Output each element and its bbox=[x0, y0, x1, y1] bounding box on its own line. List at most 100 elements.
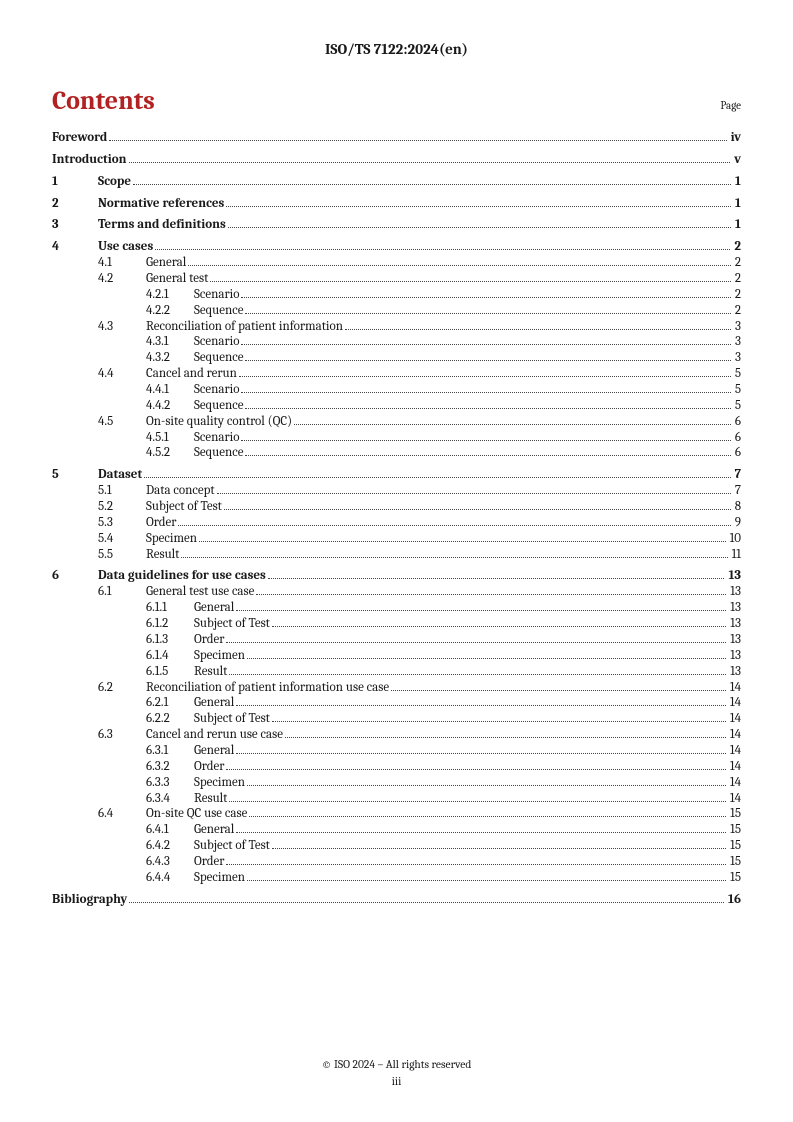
toc-entry: 4.4.2Sequence5 bbox=[52, 398, 741, 414]
toc-entry-page: 15 bbox=[728, 822, 741, 838]
toc-entry-number: 6.2.1 bbox=[146, 695, 194, 711]
toc-entry-title: Sequence bbox=[194, 398, 243, 414]
toc-entry-number: 6 bbox=[52, 568, 98, 584]
toc-entry-page: 8 bbox=[733, 499, 741, 515]
toc-entry: 6.4On-site QC use case15 bbox=[52, 806, 741, 822]
toc-leader bbox=[239, 368, 731, 377]
toc-entry-title: Sequence bbox=[194, 303, 243, 319]
toc-entry: 4.2General test 2 bbox=[52, 271, 741, 287]
toc-leader bbox=[268, 570, 725, 579]
toc-entry-page: 15 bbox=[728, 806, 741, 822]
toc-entry-title: General bbox=[194, 600, 234, 616]
toc-leader bbox=[272, 713, 726, 722]
toc-entry: 6Data guidelines for use cases 13 bbox=[52, 568, 741, 584]
toc-leader bbox=[129, 894, 724, 903]
toc-entry-page: v bbox=[732, 152, 741, 168]
toc-entry: 4.1General2 bbox=[52, 255, 741, 271]
toc-entry-page: 2 bbox=[733, 271, 741, 287]
toc-leader bbox=[224, 501, 731, 510]
toc-leader bbox=[391, 681, 726, 690]
toc-entry-page: 14 bbox=[728, 695, 741, 711]
toc-entry-page: 6 bbox=[733, 445, 741, 461]
toc-entry: 4.5On-site quality control (QC)6 bbox=[52, 414, 741, 430]
toc-entry-title: Subject of Test bbox=[194, 838, 270, 854]
toc-entry-page: 13 bbox=[728, 648, 741, 664]
toc-entry-number: 6.4.2 bbox=[146, 838, 194, 854]
contents-heading-row: Contents Page bbox=[52, 86, 741, 116]
toc-entry-page: 6 bbox=[733, 414, 741, 430]
toc-leader bbox=[247, 777, 726, 786]
toc-entry: 6.3.2Order14 bbox=[52, 759, 741, 775]
toc-leader bbox=[181, 549, 727, 558]
toc-entry-title: Cancel and rerun bbox=[146, 366, 237, 382]
toc-entry-title: General test bbox=[146, 271, 208, 287]
toc-entry-page: 14 bbox=[728, 791, 741, 807]
toc-entry-title: Use cases bbox=[98, 239, 153, 255]
toc-entry-page: 13 bbox=[726, 568, 741, 584]
toc-entry: 6.1.2Subject of Test13 bbox=[52, 616, 741, 632]
toc-entry-number: 6.3.4 bbox=[146, 791, 194, 807]
toc-entry-page: 15 bbox=[728, 870, 741, 886]
toc-entry-title: General bbox=[194, 743, 234, 759]
toc-entry-number: 6.2 bbox=[98, 680, 146, 696]
toc-entry: 4.2.2Sequence2 bbox=[52, 303, 741, 319]
toc-entry-title: Data guidelines for use cases bbox=[98, 568, 266, 584]
toc-entry-page: 2 bbox=[733, 287, 741, 303]
toc-entry: 1Scope1 bbox=[52, 174, 741, 190]
toc-entry-number: 6.4 bbox=[98, 806, 146, 822]
toc-entry: 6.2.2Subject of Test14 bbox=[52, 711, 741, 727]
toc-leader bbox=[249, 808, 726, 817]
toc-entry-page: 14 bbox=[728, 775, 741, 791]
toc-entry-page: 6 bbox=[733, 430, 741, 446]
toc-leader bbox=[241, 336, 731, 345]
toc-entry: 4.4.1Scenario5 bbox=[52, 382, 741, 398]
toc-entry-title: Specimen bbox=[146, 531, 197, 547]
toc-entry-title: Subject of Test bbox=[194, 616, 270, 632]
toc-leader bbox=[236, 697, 726, 706]
toc-leader bbox=[247, 650, 726, 659]
toc-entry-number: 4.2.1 bbox=[146, 287, 194, 303]
toc-entry-title: Sequence bbox=[194, 445, 243, 461]
toc-entry: 6.1.3Order13 bbox=[52, 632, 741, 648]
toc-entry-page: 13 bbox=[728, 600, 741, 616]
toc-entry: 6.1.4Specimen13 bbox=[52, 648, 741, 664]
toc-entry-number: 6.1 bbox=[98, 584, 146, 600]
toc-leader bbox=[155, 241, 730, 250]
toc-entry-number: 4 bbox=[52, 239, 98, 255]
toc-entry: 6.4.4Specimen15 bbox=[52, 870, 741, 886]
toc-entry: 4.3.2Sequence3 bbox=[52, 350, 741, 366]
toc-entry: 4.5.1Scenario6 bbox=[52, 430, 741, 446]
toc-entry-number: 6.4.1 bbox=[146, 822, 194, 838]
toc-entry-number: 6.1.1 bbox=[146, 600, 194, 616]
toc-entry-number: 6.4.4 bbox=[146, 870, 194, 886]
toc-leader bbox=[245, 352, 731, 361]
toc-entry: 4.3.1Scenario3 bbox=[52, 334, 741, 350]
toc-entry-page: 2 bbox=[733, 303, 741, 319]
toc-entry: 6.1General test use case13 bbox=[52, 584, 741, 600]
toc-entry-number: 5.1 bbox=[98, 483, 146, 499]
toc-leader bbox=[109, 132, 726, 141]
toc-leader bbox=[345, 321, 731, 330]
toc-entry-title: Sequence bbox=[194, 350, 243, 366]
toc-entry-page: 11 bbox=[730, 547, 741, 563]
toc-entry-number: 5.5 bbox=[98, 547, 146, 563]
toc-entry: 4.5.2Sequence6 bbox=[52, 445, 741, 461]
toc-entry-number: 6.3.3 bbox=[146, 775, 194, 791]
toc-entry-title: Result bbox=[194, 664, 227, 680]
toc-entry: 5.5Result11 bbox=[52, 547, 741, 563]
toc-entry-title: Reconciliation of patient information bbox=[146, 319, 343, 335]
toc-entry-number: 4.2 bbox=[98, 271, 146, 287]
toc-entry-page: 14 bbox=[728, 743, 741, 759]
toc-entry-title: Introduction bbox=[52, 152, 127, 168]
toc-entry-page: iv bbox=[729, 130, 741, 146]
toc-entry-title: General test use case bbox=[146, 584, 254, 600]
toc-leader bbox=[144, 469, 730, 478]
toc-entry-number: 4.3.2 bbox=[146, 350, 194, 366]
toc-leader bbox=[229, 792, 725, 801]
toc-entry-page: 1 bbox=[733, 174, 741, 190]
toc-leader bbox=[129, 154, 731, 163]
toc-entry: 6.2.1General14 bbox=[52, 695, 741, 711]
toc-entry-title: On-site quality control (QC) bbox=[146, 414, 292, 430]
toc-entry: 5.2Subject of Test8 bbox=[52, 499, 741, 515]
toc-entry-number: 5 bbox=[52, 467, 98, 483]
